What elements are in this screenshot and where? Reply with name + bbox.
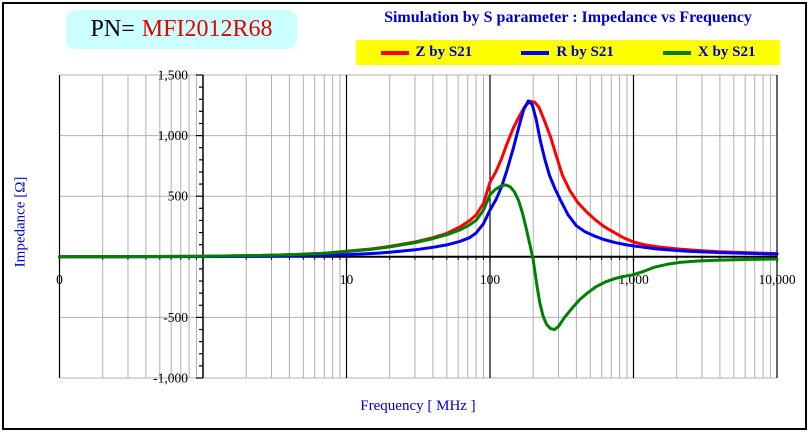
series-line-swatch-r [521, 50, 550, 55]
x-axis-title: Frequency [ MHz ] [360, 398, 476, 414]
part-number-box: PN= MFI2012R68 [66, 10, 297, 49]
legend-item-r: R by S21 [521, 44, 614, 61]
legend-item-x: X by S21 [662, 44, 756, 61]
series-line-x-by-s21 [58, 183, 779, 331]
legend-label-x: X by S21 [697, 44, 756, 60]
y-tick-label: 500 [168, 189, 189, 204]
y-tick-label: -500 [163, 310, 188, 325]
pn-label: PN= [90, 16, 135, 42]
series-line-z-by-s21 [58, 99, 779, 259]
legend-item-z: Z by S21 [380, 44, 473, 61]
x-tick-label: 0 [56, 272, 63, 287]
series-line-swatch-z [380, 50, 409, 55]
pn-value: MFI2012R68 [141, 16, 273, 42]
chart-title: Simulation by S parameter : Impedance vs… [384, 9, 752, 26]
legend-label-r: R by S21 [556, 44, 614, 60]
series-line-swatch-x [662, 50, 691, 55]
x-tick-label: 100 [480, 272, 501, 287]
series-line-r-by-s21 [58, 99, 779, 259]
legend: Z by S21 R by S21 X by S21 [356, 40, 780, 65]
x-tick-label: 10 [340, 272, 354, 287]
x-tick-label: 10,000 [758, 272, 795, 287]
y-tick-label: 1,000 [158, 128, 189, 143]
y-tick-label: -1,000 [153, 371, 188, 386]
y-tick-label: 1,500 [158, 68, 189, 83]
y-axis-title: Impedance [Ω] [12, 176, 29, 268]
legend-label-z: Z by S21 [415, 44, 473, 60]
